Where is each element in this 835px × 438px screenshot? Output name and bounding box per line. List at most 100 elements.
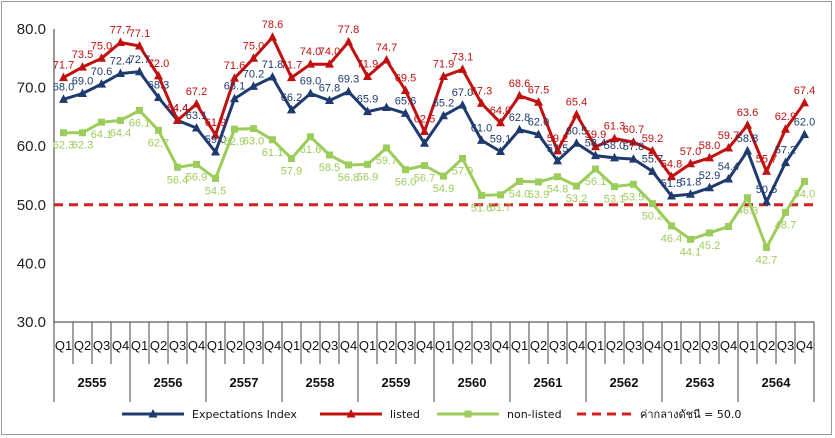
- data-point-marker: [744, 194, 751, 202]
- data-point-marker: [287, 104, 296, 114]
- data-point-marker: [193, 160, 200, 168]
- x-quarter-label: Q3: [549, 338, 566, 353]
- x-quarter-label: Q2: [530, 338, 547, 353]
- data-label: 77.8: [338, 24, 359, 36]
- data-label: 54.8: [661, 159, 682, 171]
- data-point-marker: [534, 97, 543, 106]
- data-point-marker: [762, 196, 771, 206]
- data-label: 68.1: [224, 81, 245, 93]
- y-tick-label: 30.0: [17, 314, 46, 331]
- data-label: 62.7: [148, 137, 169, 149]
- data-label: 59.9: [585, 129, 606, 141]
- data-point-marker: [573, 182, 580, 190]
- data-label: 71.9: [357, 58, 378, 70]
- data-point-marker: [516, 177, 523, 185]
- data-label: 65.9: [357, 94, 378, 106]
- data-point-marker: [762, 166, 771, 175]
- data-point-marker: [781, 157, 790, 167]
- x-quarter-label: Q4: [112, 338, 129, 353]
- x-quarter-label: Q2: [378, 338, 395, 353]
- data-label: 57.9: [452, 166, 473, 178]
- data-label: 50.2: [642, 211, 663, 223]
- data-label: 63.0: [243, 136, 264, 148]
- data-point-marker: [249, 81, 258, 90]
- data-label: 69.5: [395, 73, 416, 85]
- data-point-marker: [648, 166, 657, 175]
- data-label: 66.2: [281, 92, 302, 104]
- legend-label: listed: [390, 408, 420, 421]
- x-year-label: 2555: [78, 375, 107, 390]
- data-point-marker: [572, 109, 581, 119]
- data-label: 62.3: [53, 140, 74, 152]
- data-point-marker: [705, 182, 714, 192]
- data-label: 78.6: [262, 19, 283, 31]
- x-quarter-label: Q3: [777, 338, 794, 353]
- data-point-marker: [687, 235, 694, 243]
- data-point-marker: [743, 145, 752, 155]
- data-label: 64.1: [91, 129, 112, 141]
- data-point-marker: [629, 137, 638, 146]
- y-tick-label: 70.0: [17, 80, 46, 97]
- data-label: 73.1: [452, 51, 473, 63]
- data-label: 54.0: [794, 188, 815, 200]
- data-point-marker: [421, 162, 428, 170]
- x-quarter-label: Q3: [701, 338, 718, 353]
- x-year-label: 2559: [382, 375, 411, 390]
- data-point-marker: [249, 53, 258, 62]
- x-quarter-label: Q3: [93, 338, 110, 353]
- data-label: 72.0: [148, 58, 169, 70]
- data-label: 53.5: [623, 191, 644, 203]
- x-quarter-label: Q2: [302, 338, 319, 353]
- data-point-marker: [230, 93, 239, 103]
- data-point-marker: [724, 174, 733, 183]
- data-point-marker: [801, 177, 808, 185]
- data-point-marker: [212, 174, 219, 182]
- data-point-marker: [440, 172, 447, 180]
- data-point-marker: [250, 125, 257, 133]
- data-point-marker: [154, 92, 163, 102]
- data-label: 73.5: [72, 49, 93, 61]
- x-year-label: 2561: [534, 375, 563, 390]
- data-point-marker: [78, 88, 87, 97]
- data-label: 71.8: [262, 59, 283, 71]
- data-label: 58.0: [699, 140, 720, 152]
- data-point-marker: [401, 85, 410, 95]
- x-year-label: 2562: [610, 375, 639, 390]
- data-point-marker: [496, 117, 505, 127]
- x-year-label: 2556: [154, 375, 183, 390]
- data-label: 44.1: [680, 246, 701, 258]
- data-label: 51.8: [680, 176, 701, 188]
- x-quarter-label: Q3: [397, 338, 414, 353]
- data-label: 61.3: [604, 121, 625, 133]
- legend-label: non-listed: [507, 408, 562, 421]
- data-label: 59.7: [376, 155, 397, 167]
- data-point-marker: [402, 166, 409, 174]
- data-label: 70.2: [243, 68, 264, 80]
- data-label: 71.6: [224, 60, 245, 72]
- data-label: 59.2: [642, 133, 663, 145]
- data-point-marker: [439, 110, 448, 120]
- data-label: 68.6: [509, 78, 530, 90]
- data-label: 60.7: [623, 124, 644, 136]
- x-quarter-label: Q3: [625, 338, 642, 353]
- data-point-marker: [59, 94, 68, 103]
- data-label: 64.0: [490, 105, 511, 117]
- data-label: 61.1: [262, 147, 283, 159]
- x-quarter-label: Q1: [435, 338, 452, 353]
- data-label: 63.6: [737, 107, 758, 119]
- data-label: 72.4: [110, 56, 131, 68]
- data-label: 55.7: [642, 153, 663, 165]
- data-point-marker: [98, 118, 105, 126]
- x-quarter-label: Q3: [169, 338, 186, 353]
- data-point-marker: [554, 173, 561, 181]
- data-point-marker: [326, 151, 333, 159]
- data-label: 67.5: [528, 84, 549, 96]
- data-label: 42.7: [756, 255, 777, 267]
- data-point-marker: [135, 40, 144, 50]
- data-label: 62.8: [509, 112, 530, 124]
- data-label: 77.1: [129, 28, 150, 40]
- data-point-marker: [420, 138, 429, 147]
- data-point-marker: [553, 155, 562, 165]
- data-point-marker: [344, 36, 353, 46]
- data-label: 57.0: [680, 146, 701, 158]
